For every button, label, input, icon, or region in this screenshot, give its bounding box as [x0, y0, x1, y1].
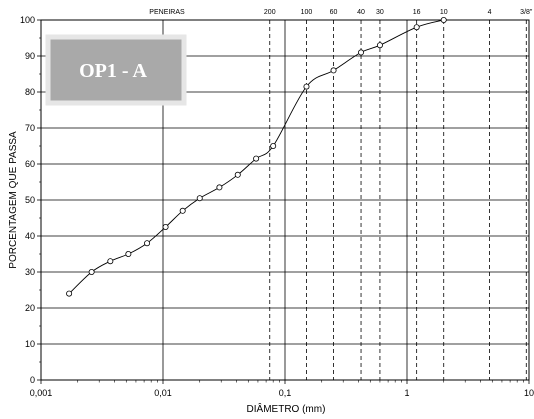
data-point: [196, 195, 203, 202]
y-tick-label: 30: [25, 267, 35, 277]
sample-badge: OP1 - A: [45, 34, 187, 106]
sieve-label: 3/8": [520, 9, 533, 16]
data-point: [179, 207, 186, 214]
data-point: [216, 184, 223, 191]
data-point: [440, 16, 447, 23]
data-point: [144, 240, 151, 247]
sieve-label: 40: [357, 9, 365, 16]
y-tick-label: 0: [30, 375, 35, 385]
y-tick-label: 80: [25, 87, 35, 97]
data-point: [107, 258, 114, 265]
y-tick-label: 70: [25, 123, 35, 133]
x-tick-label: 1: [404, 388, 409, 398]
x-tick-label: 0,001: [30, 388, 53, 398]
y-tick-label: 40: [25, 231, 35, 241]
badge-label: OP1 - A: [79, 60, 147, 82]
sieve-lines: [269, 20, 527, 380]
data-point: [88, 268, 95, 275]
x-tick-label: 0,1: [279, 388, 292, 398]
sieve-label: 60: [330, 9, 338, 16]
data-points: [66, 16, 447, 297]
y-tick-label: 20: [25, 303, 35, 313]
data-point: [125, 250, 132, 257]
data-point: [376, 42, 383, 49]
x-tick-label: 10: [524, 388, 534, 398]
sieve-label: 200: [264, 9, 276, 16]
data-point: [413, 24, 420, 31]
data-point: [234, 171, 241, 178]
tick-labels: 0 10 20 30 40 50 60 70 80 90 100 0,001 0,01 0,1 1 10 200…: [20, 9, 534, 398]
y-tick-label: 60: [25, 159, 35, 169]
x-tick-label: 0,01: [154, 388, 172, 398]
y-axis-title: PORCENTAGEM QUE PASSA: [8, 131, 19, 269]
y-tick-label: 100: [20, 15, 35, 25]
data-point: [270, 142, 277, 149]
y-tick-label: 50: [25, 195, 35, 205]
data-point: [253, 155, 260, 162]
sieve-label: 16: [413, 9, 421, 16]
data-point: [162, 223, 169, 230]
sieve-label: 4: [488, 9, 492, 16]
data-point: [303, 83, 310, 90]
data-point: [330, 67, 337, 74]
data-point: [66, 290, 73, 297]
y-tick-label: 90: [25, 51, 35, 61]
data-point: [358, 49, 365, 56]
sieve-label: 10: [440, 9, 448, 16]
badge-box: [45, 34, 187, 106]
sieve-label: 30: [376, 9, 384, 16]
plot-frame: [40, 19, 530, 381]
sieves-title: PENEIRAS: [149, 9, 185, 16]
axes: [37, 19, 530, 384]
sieve-label: 100: [301, 9, 313, 16]
y-tick-label: 10: [25, 339, 35, 349]
x-axis-title: DIÂMETRO (mm): [247, 402, 326, 415]
